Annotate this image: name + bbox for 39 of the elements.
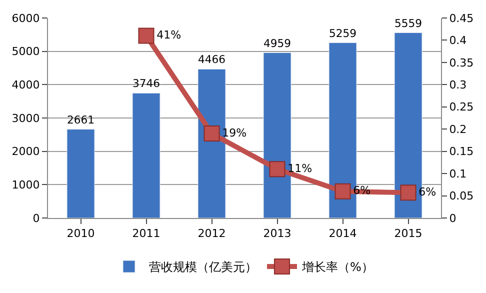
x-tick-label: 2014 [328, 227, 357, 240]
y-tick-label: 5000 [12, 45, 40, 58]
data-label: 5559 [394, 16, 422, 30]
y2-tick-label: 0.1 [449, 167, 467, 180]
bar [66, 129, 95, 218]
point [269, 161, 286, 178]
data-label: 4466 [198, 53, 226, 66]
data-label: 41% [156, 28, 182, 42]
y2-tick-label: 0.3 [449, 78, 467, 92]
y-tick-label: 2000 [12, 145, 40, 158]
y2-tick-label: 0.45 [449, 12, 474, 25]
y-tick-label: 3000 [12, 112, 40, 125]
x-tick-label: 2013 [263, 227, 292, 240]
point [334, 183, 351, 200]
x-tick-label: 2010 [66, 227, 95, 240]
x-tick-label: 2015 [394, 227, 422, 240]
bar [132, 92, 160, 218]
y2-tick-label: 0.15 [449, 145, 474, 158]
data-label: 4959 [264, 36, 292, 50]
legend-label: 营收规模（亿美元） [149, 260, 257, 274]
x-tick-label: 2012 [198, 227, 226, 240]
legend-label: 增长率（%） [301, 260, 374, 274]
data-label: 5259 [329, 26, 357, 40]
y2-tick-label: 0.25 [449, 100, 474, 114]
y2-tick-label: 0.05 [449, 190, 474, 203]
y2-tick-label: 0.35 [449, 56, 474, 70]
x-tick-label: 2011 [132, 227, 160, 240]
y-tick-label: 0 [32, 212, 40, 225]
point [400, 184, 416, 201]
y2-tick-label: 0.4 [449, 34, 467, 48]
point [138, 28, 154, 44]
y-tick-label: 6000 [12, 12, 40, 25]
point [204, 126, 220, 142]
y-tick-label: 1000 [12, 178, 40, 192]
data-label: 2661 [67, 113, 94, 126]
data-label: 3746 [132, 77, 160, 90]
y-tick-label: 4000 [12, 78, 40, 92]
y2-tick-label: 0 [449, 212, 456, 225]
y2-tick-label: 0.2 [449, 122, 467, 136]
